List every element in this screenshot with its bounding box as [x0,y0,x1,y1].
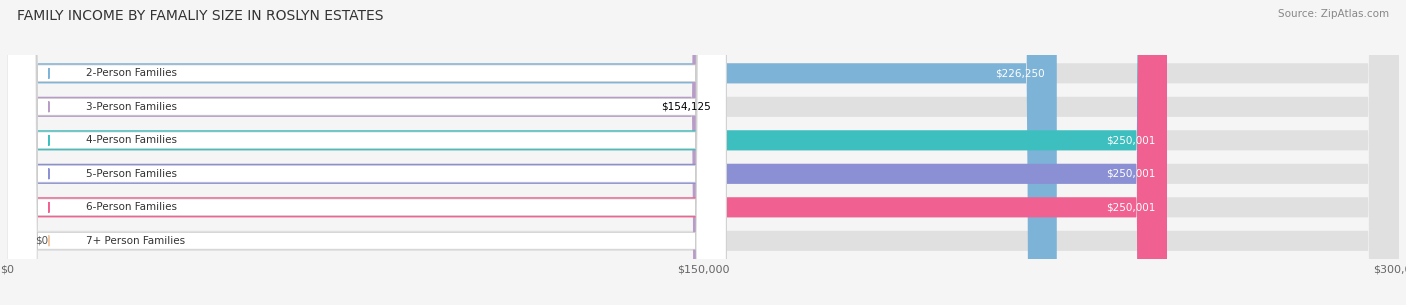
FancyBboxPatch shape [7,0,1399,305]
FancyBboxPatch shape [7,0,1399,305]
Text: 4-Person Families: 4-Person Families [86,135,177,145]
FancyBboxPatch shape [7,0,727,305]
FancyBboxPatch shape [7,0,1167,305]
FancyBboxPatch shape [7,0,727,305]
Text: FAMILY INCOME BY FAMALIY SIZE IN ROSLYN ESTATES: FAMILY INCOME BY FAMALIY SIZE IN ROSLYN … [17,9,384,23]
Text: 3-Person Families: 3-Person Families [86,102,177,112]
Text: $226,250: $226,250 [995,68,1045,78]
Text: 6-Person Families: 6-Person Families [86,202,177,212]
FancyBboxPatch shape [7,0,727,305]
FancyBboxPatch shape [7,0,1167,305]
FancyBboxPatch shape [7,0,727,305]
Text: 5-Person Families: 5-Person Families [86,169,177,179]
Text: $250,001: $250,001 [1107,135,1156,145]
Text: $0: $0 [35,236,48,246]
Text: 7+ Person Families: 7+ Person Families [86,236,186,246]
FancyBboxPatch shape [7,0,1057,305]
Text: $250,001: $250,001 [1107,202,1156,212]
Text: $154,125: $154,125 [661,102,710,112]
FancyBboxPatch shape [7,0,1399,305]
FancyBboxPatch shape [7,0,727,305]
FancyBboxPatch shape [7,0,1167,305]
FancyBboxPatch shape [7,0,1399,305]
FancyBboxPatch shape [7,0,723,305]
Text: Source: ZipAtlas.com: Source: ZipAtlas.com [1278,9,1389,19]
FancyBboxPatch shape [7,0,1399,305]
FancyBboxPatch shape [7,0,727,305]
Text: 2-Person Families: 2-Person Families [86,68,177,78]
Text: $250,001: $250,001 [1107,169,1156,179]
FancyBboxPatch shape [7,0,1399,305]
